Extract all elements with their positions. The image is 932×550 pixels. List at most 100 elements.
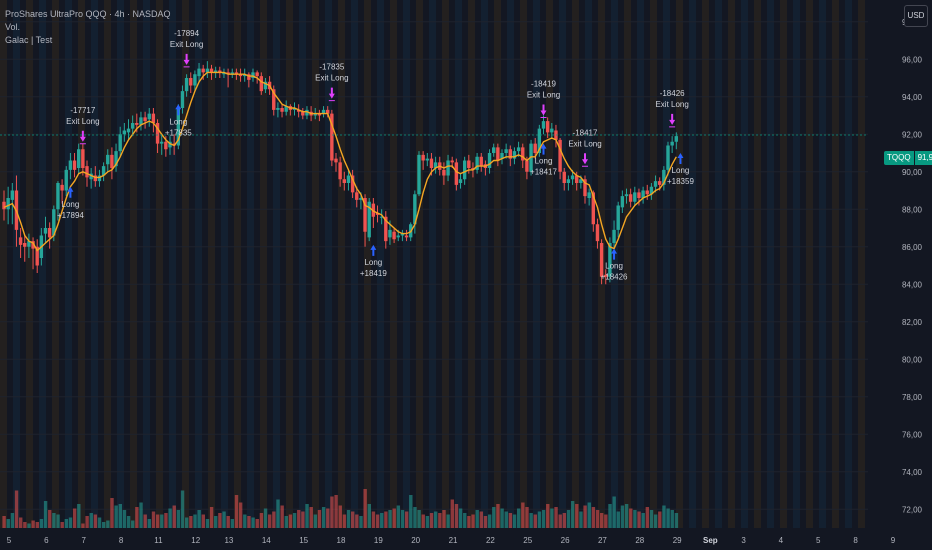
candle-body xyxy=(184,78,189,92)
candle-body xyxy=(508,149,512,159)
session-band xyxy=(494,0,501,528)
candle-body xyxy=(272,89,276,110)
volume-bar xyxy=(68,517,73,528)
candle-body xyxy=(35,246,39,266)
volume-bar xyxy=(338,505,342,528)
session-band xyxy=(728,0,735,528)
session-band xyxy=(832,0,839,528)
time-tick-label: 25 xyxy=(523,536,532,545)
volume-bar xyxy=(529,513,533,528)
time-tick-label: 7 xyxy=(81,536,86,545)
session-band xyxy=(247,0,254,528)
currency-button[interactable]: USD xyxy=(904,5,928,27)
session-band xyxy=(195,0,202,528)
volume-bar xyxy=(10,513,15,528)
time-axis: 5 6 7 8 11 12 13 14 15 18 19 20 21 22 25 26 27 28 29 Sep 3 4 5… xyxy=(0,528,932,550)
session-band xyxy=(208,0,215,528)
volume-bar xyxy=(189,516,193,528)
candle-body xyxy=(359,198,363,200)
candle-body xyxy=(218,70,222,73)
session-band xyxy=(468,0,475,528)
volume-bar xyxy=(218,513,222,528)
volume-bar xyxy=(608,504,612,528)
candle-body xyxy=(31,241,35,249)
volume-bar xyxy=(160,514,164,528)
volume-bar xyxy=(230,519,235,528)
session-band xyxy=(741,0,748,528)
exit-arrow xyxy=(183,53,190,65)
volume-bar xyxy=(313,514,318,528)
candle-body xyxy=(670,141,674,146)
volume-bar xyxy=(662,505,666,528)
session-band xyxy=(611,0,618,528)
candle-body xyxy=(114,151,118,167)
volume-bar xyxy=(479,511,484,528)
trade-annotations: Long +17894 -17717 Exit Long Long +17835 -1789… xyxy=(57,29,695,282)
candle-body xyxy=(97,175,102,182)
volume-bar xyxy=(442,510,446,528)
candle-body xyxy=(595,224,600,242)
entry-arrow xyxy=(677,153,684,164)
volume-bar xyxy=(135,507,139,528)
volume-bar xyxy=(176,510,181,528)
price-tick-label: 82,00 xyxy=(902,318,923,327)
volume-bar xyxy=(471,514,475,528)
candle-body xyxy=(367,201,371,238)
session-band xyxy=(221,0,228,528)
chart-legend: ProShares UltraPro QQQ · 4h · NASDAQ Vol… xyxy=(5,8,171,47)
candle-body xyxy=(658,181,662,185)
entry-label: +18419 xyxy=(360,269,387,278)
entry-label: Long xyxy=(169,117,187,126)
candle-body xyxy=(168,141,172,148)
candle-body xyxy=(47,228,52,238)
volume-bar xyxy=(60,522,64,528)
legend-strategy[interactable]: Galac | Test xyxy=(5,35,53,45)
volume-bar xyxy=(600,513,604,528)
legend-volume[interactable]: Vol. xyxy=(5,22,21,32)
candle-body xyxy=(106,154,110,165)
candle-body xyxy=(284,106,288,112)
exit-label: -18419 xyxy=(531,80,556,89)
volume-bar xyxy=(591,507,596,528)
volume-bar xyxy=(666,508,670,528)
time-axis-bg xyxy=(0,528,932,550)
candle-body xyxy=(558,139,562,172)
candle-body xyxy=(570,175,575,180)
price-tick-label: 74,00 xyxy=(902,468,923,477)
session-band xyxy=(715,0,722,528)
volume-bar xyxy=(268,514,272,528)
session-band xyxy=(351,0,358,528)
candle-body xyxy=(276,108,280,110)
volume-bar xyxy=(558,514,562,528)
time-tick-label: 4 xyxy=(779,536,784,545)
candle-body xyxy=(417,154,421,195)
volume-bar xyxy=(653,514,658,528)
candle-body xyxy=(587,192,591,198)
volume-bar xyxy=(172,505,176,528)
volume-bar xyxy=(404,511,409,528)
candle-body xyxy=(209,68,214,73)
volume-bar xyxy=(151,511,156,528)
volume-bar xyxy=(301,511,305,528)
volume-bar xyxy=(56,514,60,528)
session-band xyxy=(585,0,592,528)
volume-bar xyxy=(321,507,326,528)
volume-bar xyxy=(147,519,152,528)
candle-body xyxy=(350,175,355,193)
candle-body xyxy=(624,194,629,197)
candle-body xyxy=(475,156,479,170)
candle-body xyxy=(326,109,330,114)
legend-title[interactable]: ProShares UltraPro QQQ · 4h · NASDAQ xyxy=(5,9,171,19)
volume-bar xyxy=(14,490,19,528)
ma-line xyxy=(3,71,677,252)
entry-arrow xyxy=(175,104,182,116)
volume-bar xyxy=(658,511,662,528)
volume-bar xyxy=(346,510,351,528)
candle-body xyxy=(662,169,666,185)
candle-body xyxy=(545,121,550,133)
candle-body xyxy=(620,196,625,208)
volume-bar xyxy=(193,514,197,528)
volume-bar xyxy=(292,513,297,528)
